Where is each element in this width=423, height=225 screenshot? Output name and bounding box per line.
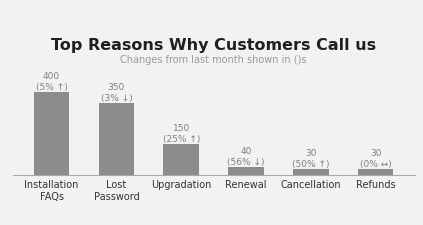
Text: 150
(25% ↑): 150 (25% ↑) <box>162 124 200 144</box>
Text: 400
(5% ↑): 400 (5% ↑) <box>36 72 67 92</box>
Text: 30
(50% ↑): 30 (50% ↑) <box>292 148 330 169</box>
Text: Changes from last month shown in ()s: Changes from last month shown in ()s <box>121 55 307 65</box>
Bar <box>163 144 199 176</box>
Bar <box>358 169 393 176</box>
Bar <box>34 93 69 176</box>
Text: 40
(56% ↓): 40 (56% ↓) <box>227 146 265 166</box>
Bar <box>99 103 134 176</box>
Text: 350
(3% ↓): 350 (3% ↓) <box>101 82 132 102</box>
Bar <box>228 167 264 176</box>
Title: Top Reasons Why Customers Call us: Top Reasons Why Customers Call us <box>51 38 376 53</box>
Bar <box>293 169 329 176</box>
Text: 30
(0% ↔): 30 (0% ↔) <box>360 148 392 169</box>
